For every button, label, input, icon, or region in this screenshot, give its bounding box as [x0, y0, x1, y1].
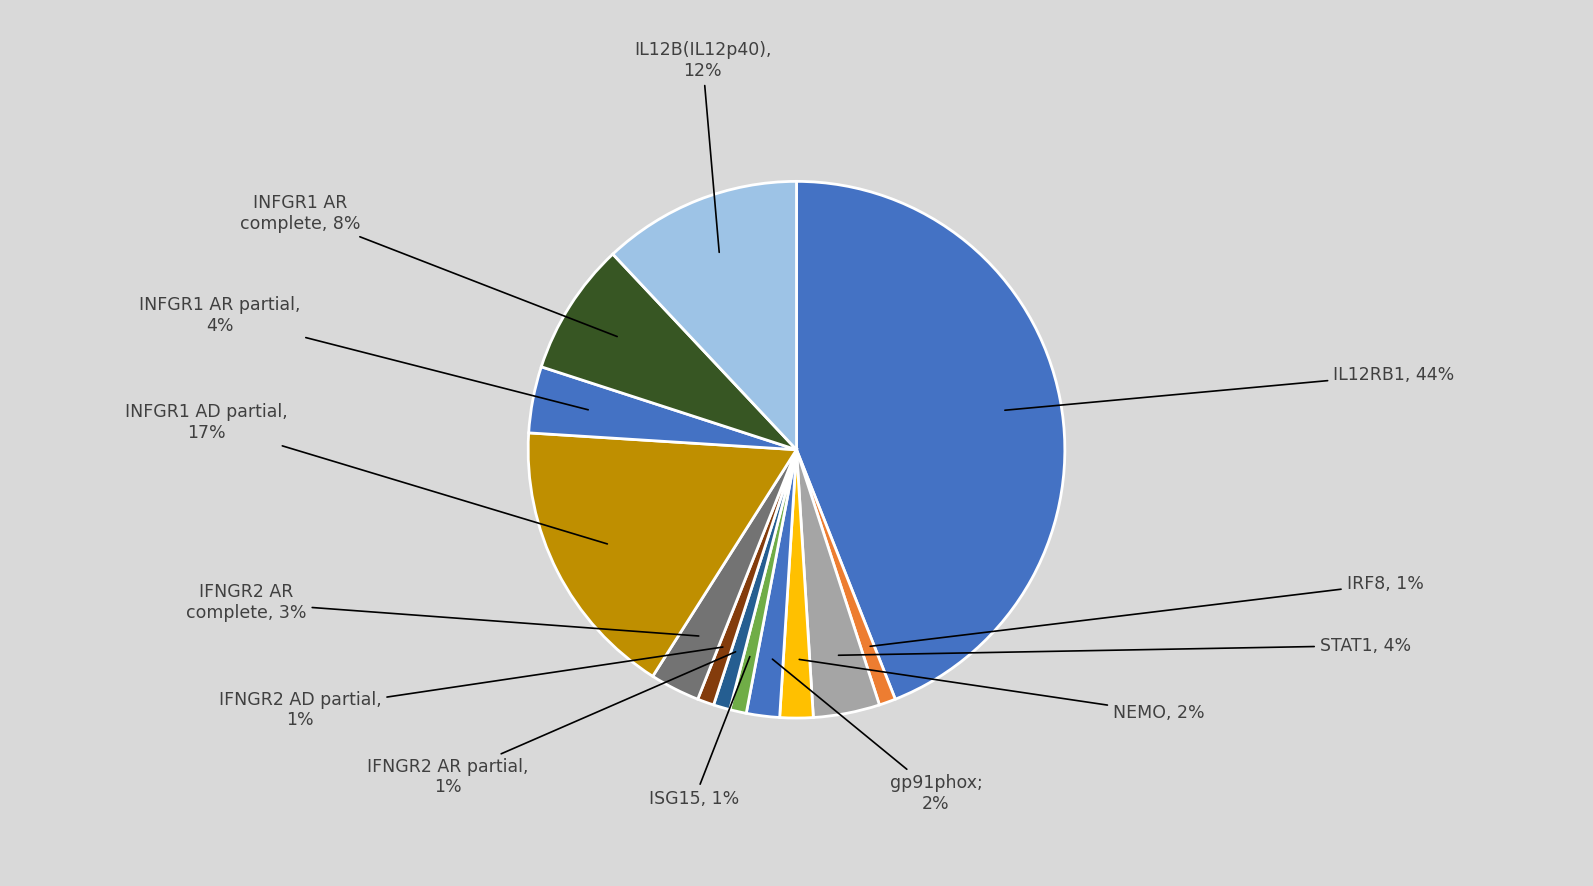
Wedge shape: [746, 450, 796, 718]
Wedge shape: [529, 367, 796, 450]
Text: NEMO, 2%: NEMO, 2%: [800, 659, 1204, 722]
Text: IFNGR2 AD partial,
1%: IFNGR2 AD partial, 1%: [218, 647, 723, 729]
Wedge shape: [714, 450, 796, 710]
Text: gp91phox;
2%: gp91phox; 2%: [773, 659, 983, 812]
Wedge shape: [779, 450, 814, 718]
Wedge shape: [653, 450, 796, 699]
Wedge shape: [542, 254, 796, 450]
Wedge shape: [796, 182, 1064, 699]
Wedge shape: [613, 182, 796, 450]
Wedge shape: [730, 450, 796, 713]
Text: IFNGR2 AR partial,
1%: IFNGR2 AR partial, 1%: [366, 652, 736, 797]
Text: INFGR1 AR partial,
4%: INFGR1 AR partial, 4%: [139, 296, 588, 410]
Wedge shape: [796, 450, 895, 705]
Text: ISG15, 1%: ISG15, 1%: [650, 657, 750, 807]
Text: STAT1, 4%: STAT1, 4%: [838, 637, 1411, 656]
Text: INFGR1 AR
complete, 8%: INFGR1 AR complete, 8%: [241, 194, 616, 337]
Text: IL12B(IL12p40),
12%: IL12B(IL12p40), 12%: [634, 42, 771, 253]
Text: INFGR1 AD partial,
17%: INFGR1 AD partial, 17%: [124, 403, 607, 544]
Wedge shape: [698, 450, 796, 705]
Text: IFNGR2 AR
complete, 3%: IFNGR2 AR complete, 3%: [186, 583, 699, 636]
Wedge shape: [796, 450, 879, 718]
Text: IRF8, 1%: IRF8, 1%: [870, 575, 1424, 646]
Wedge shape: [529, 433, 796, 676]
Text: IL12RB1, 44%: IL12RB1, 44%: [1005, 366, 1454, 410]
